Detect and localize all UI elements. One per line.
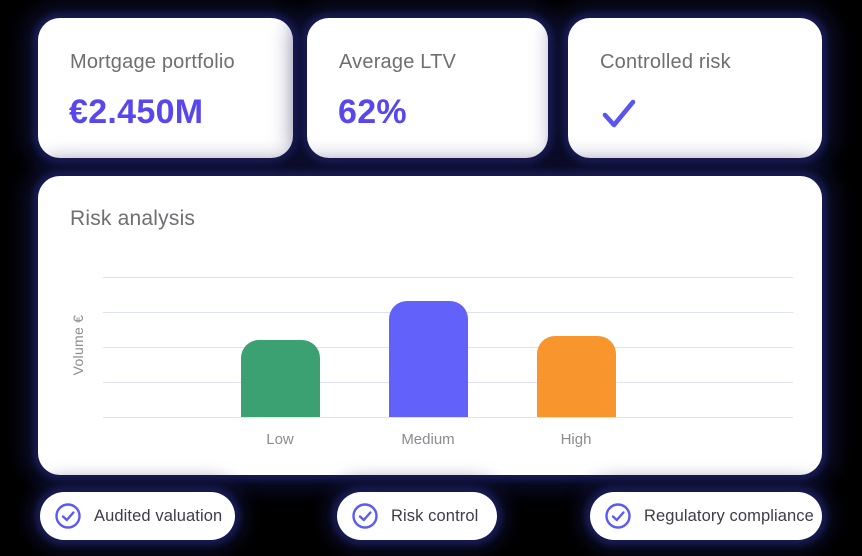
stat-label: Controlled risk xyxy=(600,51,731,73)
x-tick-label: High xyxy=(560,431,592,448)
circle-check-icon xyxy=(352,503,378,529)
stat-card-mortgage-portfolio: Mortgage portfolio €2.450M xyxy=(38,18,293,158)
badge-regulatory-compliance: Regulatory compliance xyxy=(590,492,822,540)
chart-title: Risk analysis xyxy=(70,207,196,230)
badge-risk-control: Risk control xyxy=(337,492,497,540)
stat-value: 62% xyxy=(338,93,407,131)
x-tick-label: Medium xyxy=(401,431,455,448)
bar-chart: Volume € Low Medium High xyxy=(70,277,793,448)
badge-label: Regulatory compliance xyxy=(644,506,814,525)
stat-label: Average LTV xyxy=(339,51,457,73)
risk-analysis-card: Risk analysis Volume € Low Medium High xyxy=(38,176,822,475)
stat-value: €2.450M xyxy=(69,93,204,131)
bar-medium xyxy=(388,301,468,417)
circle-check-icon xyxy=(605,503,631,529)
badge-label: Risk control xyxy=(391,506,479,525)
stat-card-controlled-risk: Controlled risk xyxy=(568,18,822,158)
bar-low xyxy=(240,340,320,417)
x-tick-label: Low xyxy=(266,431,294,448)
stat-label: Mortgage portfolio xyxy=(70,51,235,73)
gridline xyxy=(103,277,793,278)
gridline xyxy=(103,417,793,418)
y-axis-label: Volume € xyxy=(70,314,86,376)
stat-card-average-ltv: Average LTV 62% xyxy=(307,18,548,158)
badge-label: Audited valuation xyxy=(94,506,223,525)
bar-high xyxy=(536,336,616,417)
check-icon xyxy=(601,98,637,135)
badge-audited-valuation: Audited valuation xyxy=(40,492,235,540)
circle-check-icon xyxy=(55,503,81,529)
